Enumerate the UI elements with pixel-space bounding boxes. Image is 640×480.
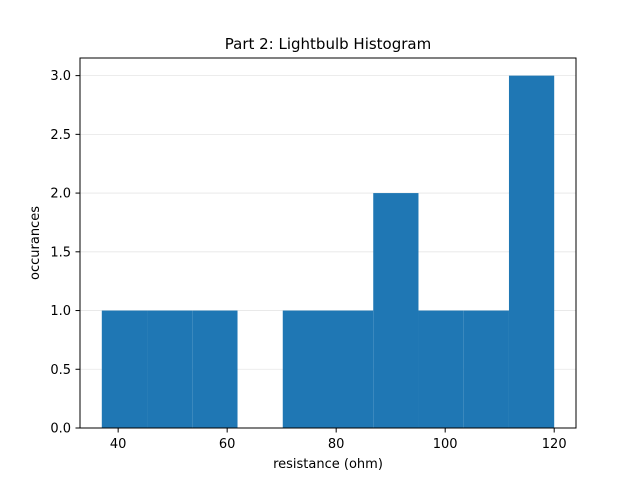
histogram-bar	[101, 310, 148, 428]
y-tick-label: 2.0	[50, 187, 71, 202]
histogram-bar	[192, 310, 238, 428]
histogram-bar	[147, 310, 193, 428]
x-tick-label: 120	[542, 437, 567, 452]
chart-title: Part 2: Lightbulb Histogram	[225, 35, 431, 53]
x-tick-label: 100	[433, 437, 458, 452]
y-tick-label: 3.0	[50, 69, 71, 84]
histogram-bar	[282, 310, 328, 428]
x-axis-ticks: 40 60 80 100 120	[110, 428, 567, 452]
histogram-bar	[463, 310, 509, 428]
y-tick-label: 0.0	[50, 422, 71, 437]
plot-frame	[79, 57, 577, 429]
histogram-bars	[101, 75, 555, 428]
x-axis-label: resistance (ohm)	[273, 457, 383, 472]
y-tick-label: 1.0	[50, 304, 71, 319]
x-tick-label: 80	[328, 437, 345, 452]
x-tick-label: 60	[219, 437, 236, 452]
y-axis-ticks: 0.0 0.5 1.0 1.5 2.0 2.5 3.0	[50, 69, 80, 437]
histogram-bar	[328, 310, 374, 428]
y-axis-label: occurances	[28, 206, 43, 280]
y-tick-label: 1.5	[50, 245, 71, 260]
histogram-bar	[373, 193, 419, 428]
histogram-bar	[418, 310, 464, 428]
x-tick-label: 40	[110, 437, 127, 452]
y-tick-label: 0.5	[50, 363, 71, 378]
histogram-bar	[508, 75, 555, 428]
y-tick-label: 2.5	[50, 128, 71, 143]
